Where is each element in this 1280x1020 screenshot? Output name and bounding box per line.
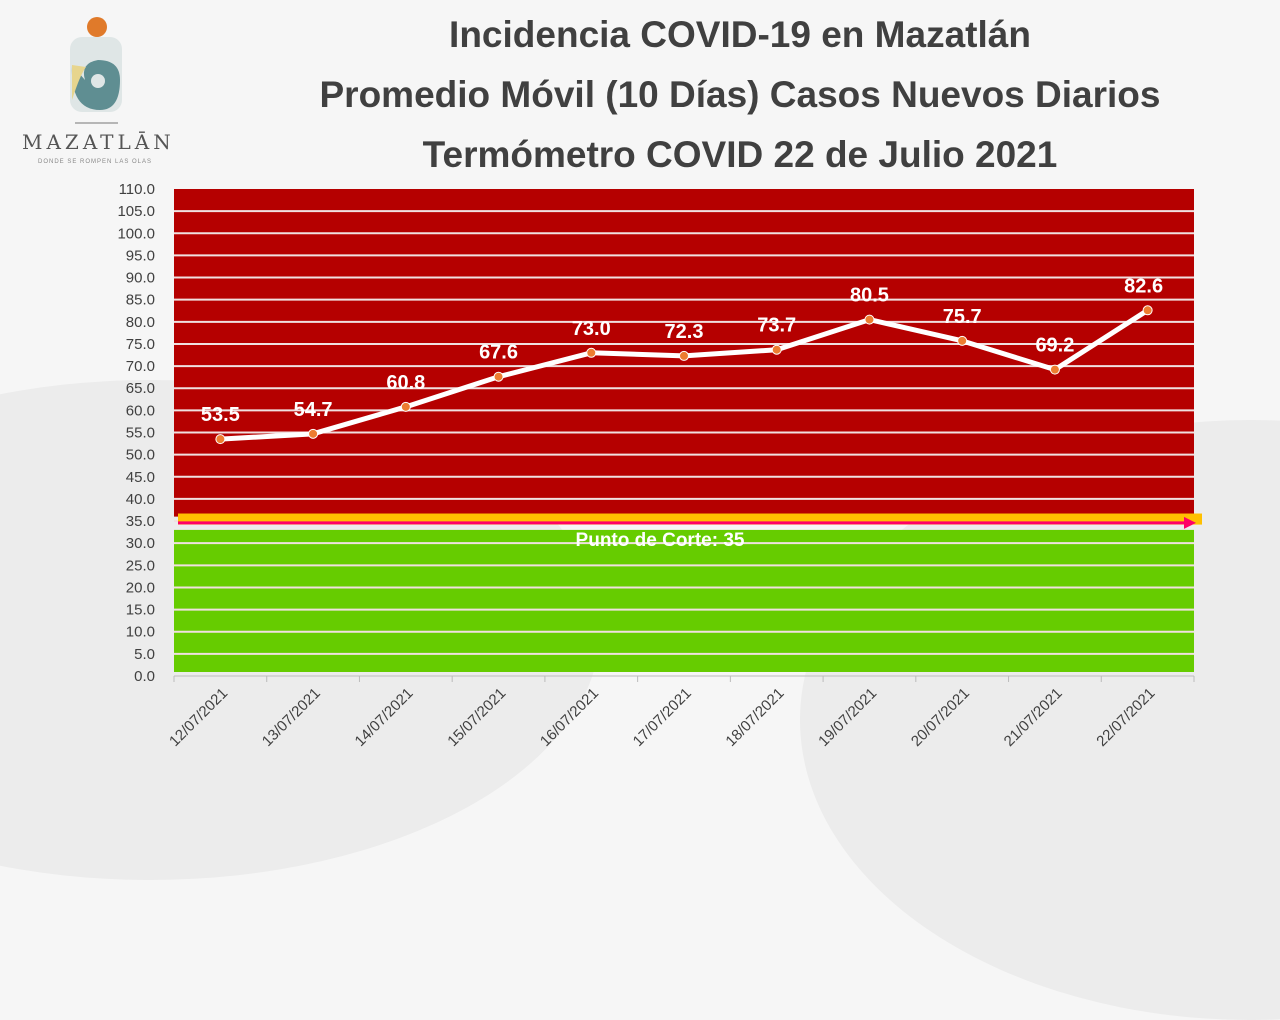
y-tick-label: 85.0 xyxy=(126,292,155,309)
y-tick-label: 0.0 xyxy=(134,668,155,685)
data-label: 53.5 xyxy=(201,404,240,426)
y-tick-label: 55.0 xyxy=(126,425,155,442)
data-point xyxy=(1142,305,1153,316)
logo-tagline: DONDE SE ROMPEN LAS OLAS xyxy=(38,159,153,165)
data-label: 72.3 xyxy=(665,321,704,343)
y-tick-label: 25.0 xyxy=(126,557,155,574)
x-tick-label: 18/07/2021 xyxy=(722,685,787,750)
y-tick-label: 40.0 xyxy=(126,491,155,508)
threshold-arrowhead xyxy=(1184,516,1196,529)
data-point xyxy=(493,371,504,382)
y-tick-label: 20.0 xyxy=(126,579,155,596)
data-label: 69.2 xyxy=(1035,335,1074,357)
data-point xyxy=(957,335,968,346)
y-tick-label: 105.0 xyxy=(117,203,155,220)
chart-title-line-2: Promedio Móvil (10 Días) Casos Nuevos Di… xyxy=(319,74,1161,115)
x-tick-label: 12/07/2021 xyxy=(166,685,231,750)
data-point xyxy=(771,344,782,355)
x-tick-label: 14/07/2021 xyxy=(352,685,417,750)
chart: 0.0 5.0 10.0 15.0 20.0 25.0 30.0 35.0 40.0 45.0 50… xyxy=(117,181,1202,750)
y-tick-label: 95.0 xyxy=(126,247,155,264)
y-tick-label: 45.0 xyxy=(126,469,155,486)
y-tick-label: 35.0 xyxy=(126,513,155,530)
x-tick-label: 15/07/2021 xyxy=(444,685,509,750)
data-point xyxy=(586,347,597,358)
data-point xyxy=(679,350,689,361)
x-tick-label: 13/07/2021 xyxy=(259,685,324,750)
data-label: 60.8 xyxy=(386,372,425,394)
y-tick-label: 50.0 xyxy=(126,447,155,464)
data-label: 82.6 xyxy=(1124,275,1163,297)
threshold-band xyxy=(178,513,1202,525)
y-tick-label: 30.0 xyxy=(126,535,155,552)
mazatlan-logo xyxy=(70,17,122,124)
chart-title-line-3: Termómetro COVID 22 de Julio 2021 xyxy=(422,134,1058,175)
y-tick-label: 90.0 xyxy=(126,270,155,287)
data-point xyxy=(308,428,319,439)
data-point xyxy=(400,401,411,412)
x-tick-label: 21/07/2021 xyxy=(1001,685,1066,750)
y-tick-label: 15.0 xyxy=(126,602,155,619)
y-tick-label: 10.0 xyxy=(126,624,155,641)
data-label: 67.6 xyxy=(479,342,518,364)
y-tick-label: 110.0 xyxy=(119,181,155,198)
chart-title-line-1: Incidencia COVID-19 en Mazatlán xyxy=(449,14,1031,55)
data-point xyxy=(864,314,875,325)
low-risk-zone xyxy=(174,529,1194,672)
x-tick-label: 19/07/2021 xyxy=(815,685,880,750)
data-point xyxy=(1049,364,1060,375)
data-label: 75.7 xyxy=(943,306,982,328)
data-label: 54.7 xyxy=(294,399,333,421)
data-label: 80.5 xyxy=(850,285,889,307)
x-tick-label: 16/07/2021 xyxy=(537,685,602,750)
data-label: 73.0 xyxy=(572,318,611,340)
y-tick-label: 100.0 xyxy=(117,225,155,242)
y-tick-label: 60.0 xyxy=(126,402,155,419)
x-tick-label: 20/07/2021 xyxy=(908,685,973,750)
x-tick-label: 22/07/2021 xyxy=(1093,685,1158,750)
y-tick-label: 5.0 xyxy=(134,646,155,663)
data-point xyxy=(215,434,226,445)
data-label: 73.7 xyxy=(757,315,796,337)
y-tick-label: 75.0 xyxy=(126,336,155,353)
y-tick-label: 70.0 xyxy=(126,358,155,375)
logo-wordmark: MAZATLĀN xyxy=(22,130,175,154)
y-tick-label: 65.0 xyxy=(126,380,155,397)
threshold-label: Punto de Corte: 35 xyxy=(576,530,745,551)
x-tick-label: 17/07/2021 xyxy=(630,685,695,750)
y-tick-label: 80.0 xyxy=(126,314,155,331)
